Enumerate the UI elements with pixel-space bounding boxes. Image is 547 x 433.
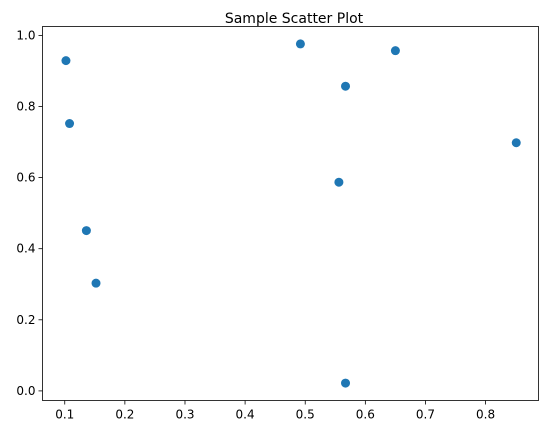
scatter-point — [295, 39, 305, 49]
x-tick-label: 0.7 — [416, 408, 435, 422]
scatter-point — [334, 177, 344, 187]
scatter-point — [341, 378, 351, 388]
y-tick-label: 0.2 — [16, 313, 35, 327]
scatter-point — [65, 119, 75, 129]
y-tick-label: 0.0 — [16, 384, 35, 398]
axes-frame — [42, 26, 539, 401]
x-tick-label: 0.6 — [356, 408, 375, 422]
axis-ticks: 0.1 0.2 0.3 0.4 0.5 0.6 0.7 0.8 0.0 0.2 0.4 0.6 0.8 1… — [16, 28, 495, 421]
y-tick-label: 0.8 — [16, 99, 35, 113]
scatter-point — [61, 56, 71, 66]
scatter-point — [91, 278, 101, 288]
chart-title: Sample Scatter Plot — [225, 11, 364, 27]
x-tick-label: 0.1 — [55, 408, 74, 422]
y-tick-label: 0.6 — [16, 171, 35, 185]
y-tick-label: 0.4 — [16, 242, 35, 256]
x-tick-label: 0.2 — [115, 408, 134, 422]
points-layer — [61, 39, 521, 388]
scatter-point — [390, 46, 400, 56]
scatter-point — [81, 226, 91, 236]
x-tick-label: 0.5 — [296, 408, 315, 422]
x-tick-label: 0.3 — [175, 408, 194, 422]
y-tick-label: 1.0 — [16, 28, 35, 42]
scatter-point — [341, 81, 351, 91]
x-tick-label: 0.4 — [236, 408, 255, 422]
scatter-point — [511, 138, 521, 148]
x-tick-label: 0.8 — [476, 408, 495, 422]
